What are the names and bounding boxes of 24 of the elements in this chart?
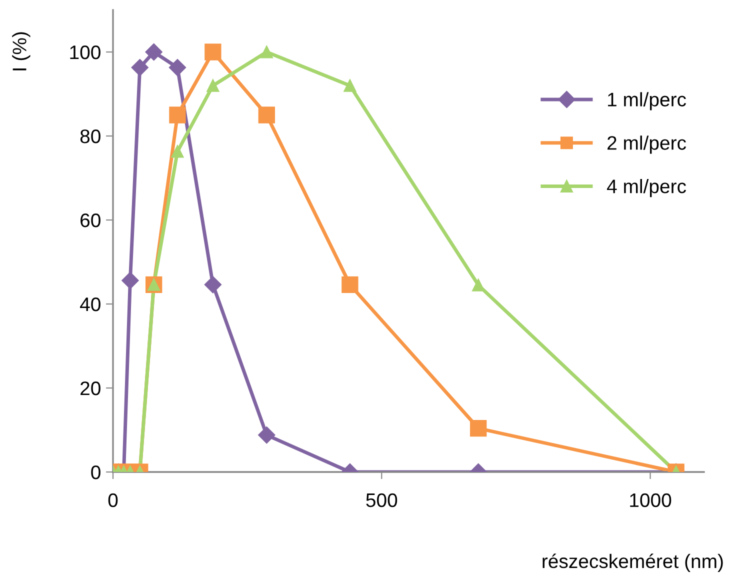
y-tick-label: 20 xyxy=(80,381,100,396)
y-axis-title: I (%) xyxy=(12,32,30,70)
legend-label: 4 ml/perc xyxy=(606,178,686,198)
legend-label: 1 ml/perc xyxy=(608,92,686,110)
x-tick-label: 0 xyxy=(108,493,118,508)
y-tick-label: 80 xyxy=(80,129,100,144)
point xyxy=(258,106,275,124)
point xyxy=(168,58,186,76)
point xyxy=(204,44,222,60)
point xyxy=(171,145,184,158)
x-axis-title: részecskeméret (nm) xyxy=(542,554,723,572)
point xyxy=(260,46,273,58)
y-tick-label: 40 xyxy=(80,297,100,312)
point xyxy=(131,58,148,76)
x-tick-label: 500 xyxy=(366,493,398,508)
y-tick-label: 100 xyxy=(70,45,100,60)
y-tick-label: 0 xyxy=(91,465,100,480)
legend-label: 2 ml/perc xyxy=(608,136,686,154)
point xyxy=(169,106,186,124)
point xyxy=(206,79,220,92)
y-tick-label: 60 xyxy=(80,213,100,228)
point xyxy=(344,79,356,92)
point xyxy=(145,43,162,61)
x-tick-label: 1000 xyxy=(630,493,672,508)
